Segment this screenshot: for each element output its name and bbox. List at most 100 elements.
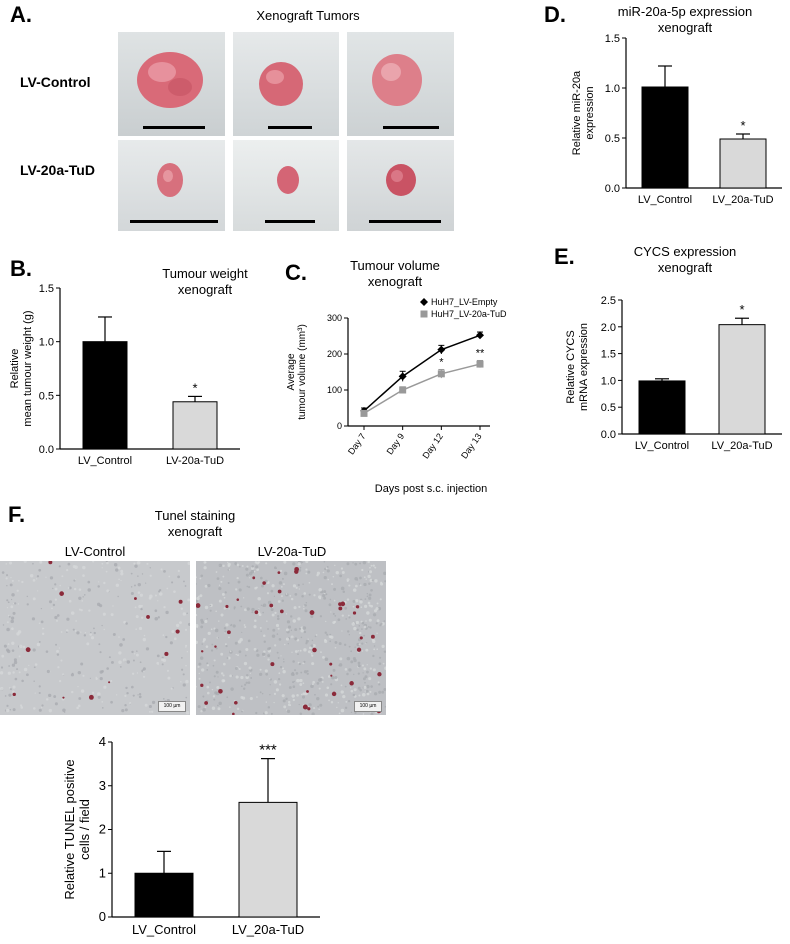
tissue-texture — [299, 649, 302, 652]
tissue-texture — [250, 677, 253, 679]
tissue-texture — [296, 678, 300, 683]
tissue-texture — [5, 708, 10, 713]
tissue-texture — [195, 686, 197, 688]
tissue-texture — [264, 711, 268, 715]
tissue-texture — [65, 629, 69, 632]
tissue-texture — [367, 625, 370, 628]
tissue-texture — [279, 569, 283, 573]
tissue-texture — [261, 692, 264, 695]
tissue-texture — [355, 584, 358, 588]
tissue-texture — [93, 627, 95, 630]
tissue-texture — [110, 700, 113, 704]
tissue-texture — [116, 694, 118, 696]
tissue-texture — [298, 588, 300, 590]
panel-d-letter: D. — [544, 2, 566, 27]
tissue-texture — [58, 680, 62, 683]
tissue-texture — [328, 699, 330, 702]
tissue-texture — [354, 562, 358, 566]
tissue-texture — [384, 580, 387, 583]
tissue-texture — [9, 583, 13, 587]
tissue-texture — [122, 658, 127, 662]
tissue-texture — [124, 708, 128, 712]
tissue-texture — [346, 598, 350, 601]
tissue-texture — [248, 586, 251, 589]
tissue-texture — [331, 676, 335, 680]
tissue-texture — [142, 675, 146, 678]
tissue-texture — [227, 582, 230, 584]
tissue-texture — [80, 631, 82, 633]
tissue-texture — [112, 605, 114, 607]
legend-marker — [420, 310, 428, 318]
tissue-texture — [292, 584, 297, 588]
tunel-positive-cell — [359, 636, 363, 640]
tissue-texture — [355, 620, 360, 625]
tunel-positive-cell — [270, 662, 275, 667]
tissue-texture — [215, 691, 220, 696]
tissue-texture — [238, 619, 241, 622]
tissue-texture — [249, 696, 253, 701]
tissue-texture — [363, 685, 367, 689]
tissue-texture — [239, 565, 241, 568]
tissue-texture — [154, 616, 159, 621]
tissue-texture — [274, 644, 277, 647]
tissue-texture — [75, 620, 77, 622]
tissue-texture — [292, 698, 295, 702]
chart-d-svg: 0.0 0.5 1.0 1.5 LV_Control LV_20a-TuD * Relativ… — [571, 33, 782, 206]
tunel-positive-cell — [294, 569, 299, 574]
tissue-texture — [282, 699, 286, 703]
tissue-texture — [303, 630, 307, 634]
tissue-texture — [329, 640, 332, 643]
tissue-texture — [314, 693, 316, 696]
tissue-texture — [297, 617, 301, 621]
tissue-texture — [249, 672, 251, 674]
tissue-texture — [166, 587, 169, 590]
tissue-texture — [48, 693, 52, 698]
y-tick-label: 3 — [99, 778, 106, 793]
tissue-texture — [10, 576, 12, 579]
tissue-texture — [209, 604, 212, 607]
tissue-texture — [368, 618, 372, 622]
tissue-texture — [344, 668, 348, 671]
data-point — [360, 409, 368, 417]
tissue-texture — [38, 685, 41, 688]
tissue-texture — [325, 567, 328, 570]
tissue-texture — [200, 625, 204, 629]
tissue-texture — [372, 564, 375, 567]
tissue-texture — [10, 616, 15, 620]
tissue-texture — [341, 614, 344, 617]
tissue-texture — [342, 590, 346, 593]
tumor-photo — [233, 140, 339, 231]
tissue-texture — [21, 679, 24, 683]
tissue-texture — [40, 608, 43, 610]
tissue-texture — [327, 675, 331, 678]
tissue-texture — [259, 576, 263, 580]
tissue-texture — [184, 628, 188, 631]
panel-a-title: Xenograft Tumors — [256, 8, 360, 23]
chart-c-title: Tumour volume xenograft — [330, 258, 460, 290]
tissue-texture — [363, 576, 366, 579]
tissue-texture — [375, 622, 378, 625]
bar — [134, 872, 194, 918]
tissue-texture — [119, 643, 123, 647]
tissue-texture — [117, 566, 121, 570]
tumor-photo — [118, 140, 225, 231]
tissue-texture — [186, 651, 189, 653]
tissue-texture — [294, 628, 298, 632]
tissue-texture — [359, 600, 363, 604]
y-axis-label: mean tumour weight (g) — [22, 310, 34, 426]
tissue-texture — [340, 684, 343, 687]
tissue-texture — [198, 677, 201, 680]
tissue-texture — [215, 670, 219, 674]
tissue-texture — [357, 672, 360, 675]
tissue-texture — [350, 650, 353, 653]
tissue-texture — [369, 566, 371, 569]
tissue-texture — [283, 583, 285, 586]
tunel-positive-cell — [59, 591, 64, 596]
tissue-texture — [78, 697, 82, 700]
tissue-texture — [149, 594, 153, 599]
x-tick-label: LV_20a-TuD — [712, 194, 773, 206]
tissue-texture — [251, 565, 254, 568]
tissue-texture — [270, 712, 273, 715]
tissue-texture — [297, 653, 299, 655]
tissue-texture — [319, 615, 323, 618]
